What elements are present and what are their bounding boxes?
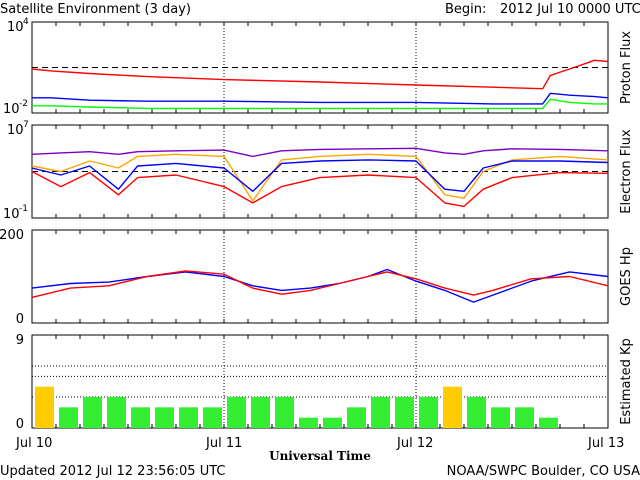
kp-bar [155,407,174,428]
begin-value: 2012 Jul 10 0000 UTC [500,2,640,17]
kp-bar [107,397,126,428]
proton-series-blue [32,92,609,105]
kp-y-tick-bottom: 0 [16,417,24,432]
kp-bar [347,407,366,428]
proton-y-tick-bottom: 10 [3,102,20,117]
kp-bar [419,397,438,428]
hp-y-tick-top: 200 [0,228,24,243]
electron-series-blue [31,159,609,193]
kp-bar [395,397,414,428]
begin-label: Begin: [445,2,486,17]
hp-series-blue [31,268,609,303]
updated-timestamp: Updated 2012 Jul 12 23:56:05 UTC [0,464,225,479]
proton-y-tick-bottom-exp: -2 [19,99,28,109]
hp-y-axis-label: GOES Hp [619,247,634,306]
hp-panel-frame [31,229,609,324]
hp-series-red [31,270,609,299]
proton-y-tick-top-exp: 4 [23,17,29,27]
kp-bar [371,397,390,428]
proton-y-axis-label: Proton Flux [619,31,634,104]
proton-y-tick-top: 10 [7,20,24,35]
kp-bar [299,417,318,428]
kp-bar [203,407,222,428]
electron-y-tick-bottom-exp: -1 [19,204,28,214]
x-tick-label-jul12: Jul 12 [396,436,433,451]
kp-bar [323,417,342,428]
kp-bar [227,397,246,428]
electron-y-tick-bottom: 10 [3,207,20,222]
electron-y-tick-top: 10 [7,123,24,138]
proton-series-green [32,98,608,110]
proton-panel-frame [31,21,609,114]
kp-bar [275,397,294,428]
kp-bar [59,407,78,428]
electron-series-orange [31,153,609,202]
electron-y-tick-top-exp: 7 [23,120,29,130]
kp-bar [179,407,198,428]
kp-bar [467,397,486,428]
x-tick-label-jul10: Jul 10 [15,436,52,451]
electron-series-red [31,170,609,208]
kp-bar [131,407,150,428]
x-tick-label-jul11: Jul 11 [205,436,242,451]
kp-bar [491,407,510,428]
kp-bar [539,417,558,428]
x-tick-label-jul13: Jul 13 [587,436,624,451]
electron-panel-frame [31,124,609,219]
proton-series-red [31,59,609,90]
kp-y-axis-label: Estimated Kp [619,338,634,425]
electron-y-axis-label: Electron Flux [619,129,634,214]
electron-series-purple [31,147,609,158]
kp-bar [515,407,534,428]
kp-bar [83,397,102,428]
x-axis-label: Universal Time [269,449,371,463]
kp-bar [251,397,270,428]
kp-bar [35,386,54,428]
hp-y-tick-bottom: 0 [16,312,24,327]
credit-text: NOAA/SWPC Boulder, CO USA [447,464,640,479]
chart-title: Satellite Environment (3 day) [0,2,191,17]
kp-y-tick-top: 9 [16,333,24,348]
kp-bar [443,386,462,428]
